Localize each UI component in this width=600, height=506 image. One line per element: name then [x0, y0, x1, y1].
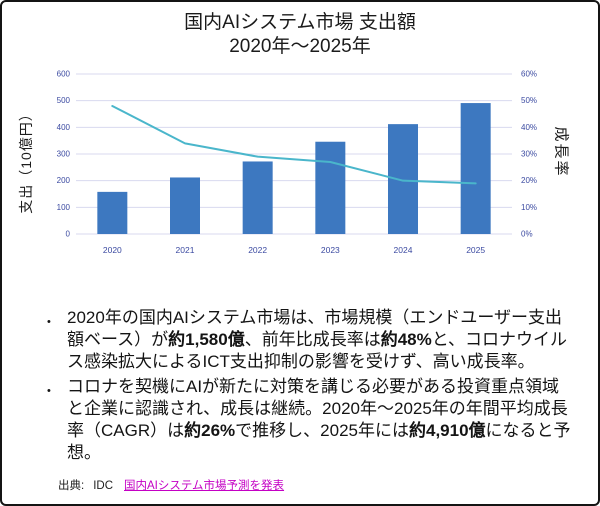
bar-2021: [170, 177, 200, 234]
left-axis-tick: 200: [57, 176, 71, 185]
right-axis-tick: 30%: [521, 150, 537, 159]
left-axis-tick: 100: [57, 203, 71, 212]
page-title: 国内AIシステム市場 支出額 2020年～2025年: [2, 11, 598, 59]
chart-area: 支出（10億円） 0 0% 100 10% 200 20% 300 30% 400 40% 500 5…: [2, 64, 598, 264]
text: 2020年の国内AIシステム市場は、市場規模（エンドユーザー支出額ベース）が: [67, 308, 563, 349]
x-axis-label: 2024: [394, 245, 413, 255]
text: コロナを契機にAIが新たに対策を講じる必要がある投資重点領域と企業に認識され、成…: [67, 377, 568, 440]
left-axis-tick: 400: [57, 123, 71, 132]
text: と、コロナウイルス感染拡大によるICT支出抑制の影響を受けず、高い成長率。: [67, 330, 568, 371]
bullet-marker: •: [47, 385, 51, 397]
source-link[interactable]: 国内AIシステム市場予測を発表: [124, 480, 285, 492]
bullet-list: • 2020年の国内AIシステム市場は、市場規模（エンドユーザー支出額ベース）が…: [40, 307, 574, 464]
left-axis-title: 支出（10億円）: [18, 106, 34, 214]
bullet-marker: •: [47, 316, 51, 328]
bold-text: 約26%: [184, 421, 236, 440]
bold-text: 約1,580億: [168, 330, 245, 349]
bar-2023: [315, 141, 346, 234]
bar-2020: [97, 191, 128, 234]
x-axis-label: 2025: [466, 245, 485, 255]
x-axis-label: 2020: [103, 245, 122, 255]
bold-text: 約48%: [380, 330, 432, 349]
text: になると予想。: [67, 421, 571, 462]
left-axis-tick: 600: [57, 70, 71, 79]
bar-2022: [242, 161, 273, 234]
left-axis-tick: 300: [57, 150, 71, 159]
source-line: 出典: IDC 国内AIシステム市場予測を発表: [58, 477, 598, 493]
x-axis-label: 2022: [248, 245, 267, 255]
title-line-2: 2020年～2025年: [229, 36, 371, 57]
text: 、前年比成長率は: [244, 330, 381, 349]
right-axis-tick: 10%: [521, 203, 537, 212]
right-axis-tick: 0%: [521, 230, 533, 239]
right-axis-tick: 20%: [521, 176, 537, 185]
growth-rate-line: [111, 105, 477, 185]
text: で推移し、2025年には: [235, 421, 409, 440]
bullet-item: • コロナを契機にAIが新たに対策を講じる必要がある投資重点領域と企業に認識され…: [40, 376, 574, 464]
right-axis-title: 成長率: [552, 126, 570, 178]
x-axis-label: 2021: [176, 245, 195, 255]
bold-text: 約4,910億: [408, 421, 486, 440]
source-prefix: 出典:: [58, 480, 85, 492]
bar-2024: [388, 124, 418, 234]
source-agency: IDC: [93, 480, 114, 492]
left-axis-tick: 0: [66, 230, 71, 239]
right-axis-tick: 40%: [521, 123, 537, 132]
bullet-text: 2020年の国内AIシステム市場は、市場規模（エンドユーザー支出額ベース）が約1…: [67, 307, 574, 373]
right-axis-tick: 50%: [521, 96, 537, 105]
x-axis-label: 2023: [321, 245, 340, 255]
bullet-text: コロナを契機にAIが新たに対策を講じる必要がある投資重点領域と企業に認識され、成…: [67, 376, 574, 464]
bar-2025: [460, 103, 491, 234]
bullet-item: • 2020年の国内AIシステム市場は、市場規模（エンドユーザー支出額ベース）が…: [40, 307, 574, 373]
right-axis-tick: 60%: [521, 70, 537, 79]
title-line-1: 国内AIシステム市場 支出額: [184, 12, 416, 33]
spending-growth-chart: 0 0% 100 10% 200 20% 300 30% 400 40% 500 50% 600 60% 2…: [57, 70, 537, 256]
left-axis-tick: 500: [57, 96, 71, 105]
